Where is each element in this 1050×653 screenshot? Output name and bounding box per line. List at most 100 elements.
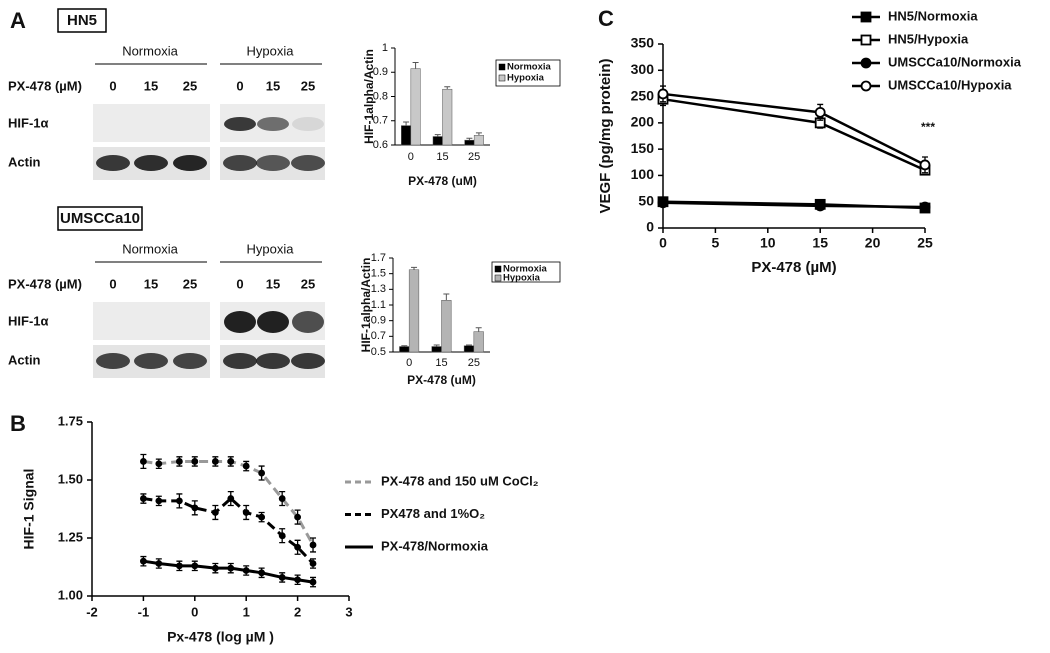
marker	[175, 562, 183, 570]
band	[256, 155, 290, 171]
legend-label: UMSCCa10/Normoxia	[888, 54, 1022, 69]
y-tick-label: 1.7	[371, 252, 386, 264]
marker	[294, 543, 302, 551]
marker	[278, 574, 286, 581]
marker	[919, 201, 931, 213]
dose: 15	[266, 78, 280, 93]
dose: 0	[236, 78, 243, 93]
y-axis-label: HIF-1alpha/Actin	[362, 49, 376, 144]
dose: 25	[183, 276, 197, 291]
marker	[860, 80, 872, 92]
dose: 15	[144, 78, 158, 93]
bar	[442, 88, 453, 146]
y-axis-label: VEGF (pg/mg protein)	[597, 59, 614, 214]
marker	[657, 88, 669, 100]
legend-label: PX-478/Normoxia	[381, 538, 489, 553]
panel-label: C	[598, 6, 614, 31]
legend-label: PX478 and 1%O₂	[381, 506, 485, 521]
annotation: ***	[921, 120, 935, 134]
marker	[211, 458, 219, 465]
legend-label: HN5/Hypoxia	[888, 31, 969, 46]
marker	[258, 513, 266, 521]
marker	[227, 458, 235, 465]
series-line	[143, 496, 315, 565]
marker	[814, 200, 826, 212]
x-tick-label: 1	[243, 604, 250, 619]
marker	[309, 541, 317, 549]
y-tick-label: 0.6	[373, 139, 388, 151]
y-tick-label: 1.25	[58, 529, 83, 544]
x-tick-label: 3	[345, 604, 352, 619]
x-tick-label: 0	[408, 151, 414, 163]
legend-swatch	[498, 63, 506, 71]
error-bar	[444, 86, 451, 90]
dose-label: PX-478 (µM)	[8, 276, 82, 291]
legend-swatch	[494, 265, 502, 273]
legend-label: Normoxia	[503, 264, 548, 275]
error-bar	[466, 137, 473, 141]
x-axis-label: PX-478 (uM)	[407, 373, 476, 387]
band	[292, 117, 324, 131]
band	[291, 155, 325, 171]
marker	[919, 159, 931, 171]
marker	[258, 569, 266, 577]
marker	[278, 532, 286, 540]
series-line	[143, 459, 315, 546]
bar	[410, 68, 421, 146]
marker	[211, 509, 219, 516]
row-label: HIF-1α	[8, 115, 49, 130]
y-tick-label: 0.7	[371, 330, 386, 342]
series-line	[143, 559, 314, 584]
band	[256, 353, 290, 369]
marker	[814, 106, 826, 118]
marker	[242, 462, 250, 470]
x-axis-label: PX-478 (µM)	[751, 259, 836, 276]
y-tick-label: 0.5	[371, 346, 386, 358]
marker	[175, 458, 183, 465]
y-tick-label: 0.9	[371, 315, 386, 327]
error-bar	[434, 134, 441, 137]
marker	[242, 567, 250, 574]
y-tick-label: 350	[631, 35, 655, 51]
cell-line-box	[57, 8, 107, 33]
legend-label: Normoxia	[507, 62, 552, 73]
row-label: Actin	[8, 352, 41, 367]
marker	[657, 197, 669, 209]
marker	[309, 578, 317, 586]
y-tick-label: 1.50	[58, 471, 83, 486]
y-tick-label: 150	[631, 140, 655, 156]
x-tick-label: 15	[812, 235, 828, 251]
band	[173, 353, 207, 369]
error-bar	[475, 132, 482, 136]
y-axis-label: HIF-1 Signal	[21, 469, 37, 550]
y-tick-label: 1.1	[371, 299, 386, 311]
y-tick-label: 1.00	[58, 587, 83, 602]
marker	[155, 560, 163, 567]
dose: 0	[109, 276, 116, 291]
y-tick-label: 1.3	[371, 283, 386, 295]
legend-label: Hypoxia	[503, 273, 541, 284]
marker	[155, 460, 163, 468]
dose: 25	[183, 78, 197, 93]
y-tick-label: 0	[646, 219, 654, 235]
bar	[401, 125, 412, 146]
y-tick-label: 50	[638, 192, 654, 208]
band	[96, 353, 130, 369]
bar	[399, 346, 410, 353]
y-tick-label: 1.75	[58, 413, 83, 428]
x-tick-label: 25	[468, 151, 480, 163]
condition-label: Hypoxia	[247, 241, 295, 256]
dose-label: PX-478 (µM)	[8, 78, 82, 93]
legend-swatch	[498, 74, 506, 82]
band	[134, 155, 168, 171]
legend-box	[495, 59, 561, 87]
band	[173, 155, 207, 171]
band	[134, 353, 168, 369]
marker	[309, 560, 317, 567]
marker	[242, 509, 250, 516]
marker	[294, 513, 302, 521]
x-tick-label: 20	[865, 235, 881, 251]
dose: 15	[144, 276, 158, 291]
error-bar	[443, 293, 450, 301]
